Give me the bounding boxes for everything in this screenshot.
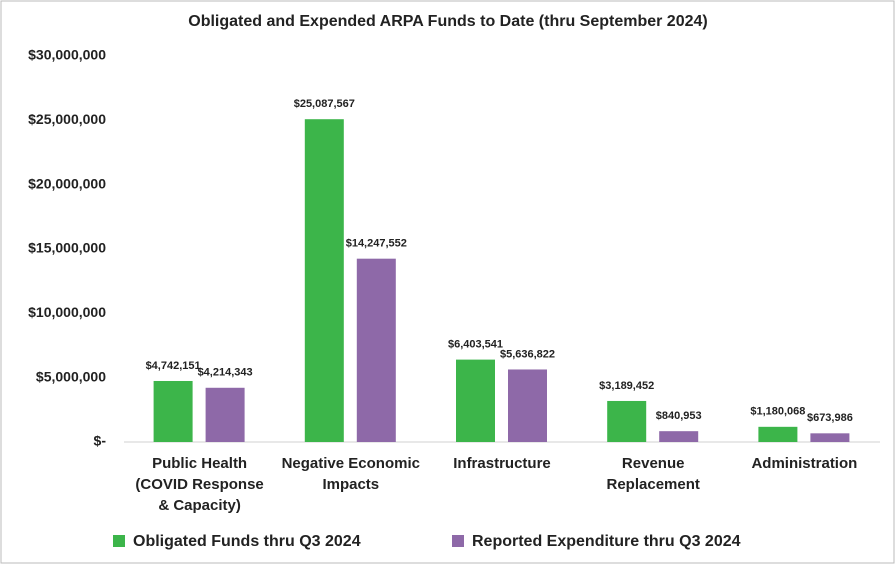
bar [153, 380, 193, 442]
chart-title: Obligated and Expended ARPA Funds to Dat… [188, 13, 707, 30]
bar [205, 387, 245, 442]
bar [456, 359, 495, 442]
x-tick-label: Negative Economic Impacts [281, 455, 420, 493]
y-tick-label: $5,000,000 [36, 368, 106, 384]
value-label: $4,742,151 [146, 360, 201, 372]
y-tick-label: $10,000,000 [28, 304, 106, 320]
value-label: $6,403,541 [448, 339, 503, 351]
value-label: $4,214,343 [198, 367, 253, 379]
value-label: $1,180,068 [750, 406, 805, 418]
x-tick-label: Revenue Replacement [606, 455, 700, 493]
bar [659, 431, 699, 442]
y-tick-label: $15,000,000 [28, 240, 106, 256]
value-label: $25,087,567 [294, 98, 355, 110]
bar [304, 119, 344, 442]
legend-swatch [113, 535, 125, 547]
y-tick-label: $25,000,000 [28, 111, 106, 127]
bar [758, 426, 798, 442]
bar [810, 433, 850, 442]
y-tick-label: $20,000,000 [28, 175, 106, 191]
y-tick-label: $30,000,000 [28, 47, 106, 63]
legend-swatch [452, 535, 464, 547]
value-label: $840,953 [656, 410, 702, 422]
bar [607, 400, 647, 442]
legend-label: Reported Expenditure thru Q3 2024 [472, 533, 741, 550]
bar [356, 258, 396, 442]
value-label: $673,986 [807, 412, 853, 424]
value-label: $3,189,452 [599, 380, 654, 392]
bar [508, 369, 547, 442]
value-label: $14,247,552 [346, 238, 407, 250]
x-tick-label: Public Health (COVID Response & Capacity… [135, 455, 264, 514]
y-tick-label: $- [94, 433, 107, 449]
x-tick-label: Infrastructure [453, 455, 551, 472]
legend-label: Obligated Funds thru Q3 2024 [133, 533, 361, 550]
x-tick-label: Administration [751, 455, 858, 472]
value-label: $5,636,822 [500, 348, 555, 360]
